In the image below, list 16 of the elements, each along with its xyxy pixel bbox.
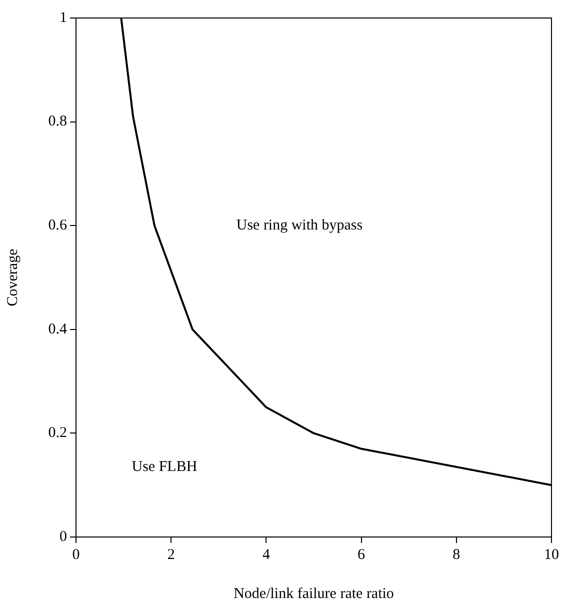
x-tick-label: 6: [358, 546, 366, 563]
x-axis-title: Node/link failure rate ratio: [234, 586, 394, 602]
y-tick-label: 0.8: [48, 114, 67, 130]
y-tick-label: 0: [60, 528, 67, 545]
x-tick-label: 4: [262, 546, 270, 563]
y-tick-label: 0.2: [48, 425, 67, 442]
x-tick-label: 8: [452, 546, 460, 563]
y-tick-label: 0.6: [48, 218, 68, 234]
x-tick-label: 0: [72, 546, 80, 563]
x-tick-label: 10: [544, 546, 559, 563]
annotation: Use ring with bypass: [236, 218, 363, 234]
y-axis-title: Coverage: [4, 248, 21, 306]
x-tick-label: 2: [167, 546, 175, 563]
y-tick-label: 1: [60, 10, 67, 26]
annotation: Use FLBH: [132, 458, 198, 475]
y-tick-label: 0.4: [48, 321, 68, 338]
